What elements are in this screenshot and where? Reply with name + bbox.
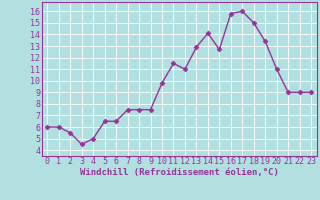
X-axis label: Windchill (Refroidissement éolien,°C): Windchill (Refroidissement éolien,°C) xyxy=(80,168,279,177)
